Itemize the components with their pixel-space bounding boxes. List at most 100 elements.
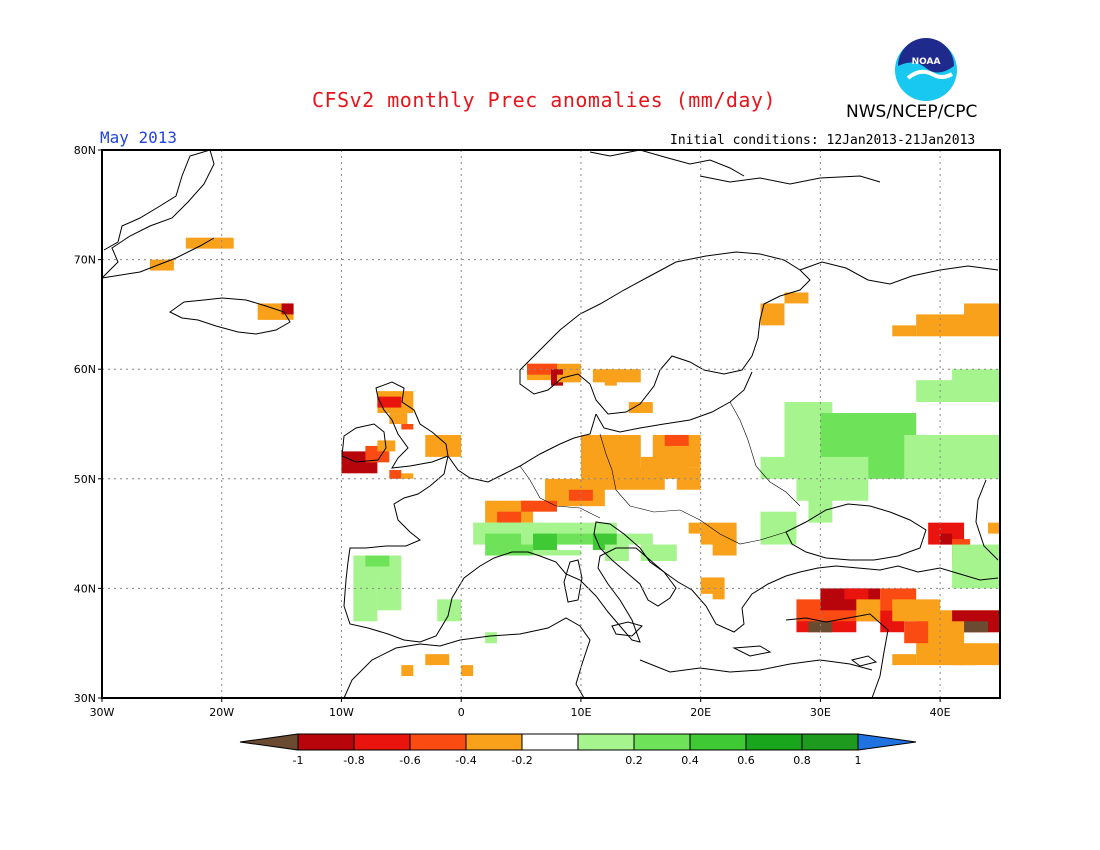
lon-label: 0 [458,706,465,719]
initial-conditions-label: Initial conditions: 12Jan2013-21Jan2013 [670,133,976,148]
lat-label: 50N [74,473,96,486]
anomaly-cell [760,303,785,326]
colorbar-tick-label: 0.4 [681,754,699,767]
colorbar-box [409,733,467,751]
anomaly-cell [664,434,689,446]
anomaly-cell [676,467,701,490]
anomaly-cell [616,533,653,545]
lat-label: 70N [74,254,96,267]
anomaly-cell [892,325,917,337]
anomaly-cell [964,621,989,633]
anomaly-cell [185,237,234,249]
anomaly-cell [377,396,402,408]
colorbar-box [745,733,803,751]
anomaly-cell [604,544,629,561]
anomaly-cell [425,434,462,457]
anomaly-cell [940,533,953,545]
anomaly-cell [952,654,977,666]
colorbar-box [353,733,411,751]
anomaly-cell [952,369,1000,392]
anomaly-cell [904,621,929,644]
forecast-month-label: May 2013 [100,128,178,147]
anomaly-cell [485,632,498,644]
anomaly-cell [712,588,725,600]
anomaly-cell [844,588,869,600]
anomaly-cell [461,665,474,677]
anomaly-cell [808,621,833,633]
svg-text:NOAA: NOAA [912,57,941,67]
anomaly-cell [425,654,450,666]
colorbar-box [633,733,691,751]
map-frame [101,149,1001,699]
anomaly-cell [760,511,797,545]
anomaly-cell [533,550,581,556]
lat-lon-grid [102,150,1000,698]
colorbar-left-arrow [239,733,299,751]
latitude-labels: 80N 70N 60N 50N 40N 30N [74,144,102,705]
colorbar-tick-label: 0.6 [737,754,755,767]
lon-label: 30E [810,706,831,719]
anomaly-cell [527,363,557,375]
colorbar-tick-label: -0.4 [455,754,476,767]
anomaly-cell [281,303,294,315]
chart-title: CFSv2 monthly Prec anomalies (mm/day) [312,88,777,112]
longitude-labels: 30W 20W 10W 0 10E 20E 30E 40E [90,698,951,719]
anomaly-cell [808,478,833,523]
anomaly-cell [401,473,414,479]
anomaly-cell [892,654,917,666]
lon-label: 10E [570,706,591,719]
lat-label: 40N [74,582,96,595]
anomaly-cell [688,522,701,534]
colorbar-tick-label: -0.2 [511,754,532,767]
anomaly-cell [964,303,1000,326]
anomaly-cell [556,533,605,545]
anomaly-cell [952,544,1000,589]
anomaly-cell [640,544,677,561]
organization-label: NWS/NCEP/CPC [846,102,978,122]
coastlines [101,149,999,699]
lon-label: 30W [90,706,115,719]
anomaly-cell [377,577,402,611]
anomaly-cell [784,292,809,304]
anomaly-cell [533,533,557,551]
lon-label: 20W [209,706,234,719]
colorbar-box [297,733,355,751]
colorbar-tick-label: -0.8 [343,754,364,767]
lat-label: 80N [74,144,96,157]
anomaly-cell [377,440,396,452]
lon-label: 40E [930,706,951,719]
colorbar-tick-label: -0.6 [399,754,420,767]
anomaly-cell [353,577,378,622]
colorbar-box [521,733,579,751]
anomaly-cell [389,470,402,479]
anomaly-cell [401,665,414,677]
anomaly-cell [365,555,390,567]
anomaly-cell [604,374,617,386]
colorbar-tick-label: -1 [293,754,304,767]
anomaly-cell [521,500,557,512]
anomaly-cell [149,259,174,271]
lon-label: 10W [329,706,354,719]
anomaly-cell [401,424,414,430]
anomaly-cell [556,374,581,383]
colorbar-tick-label: 1 [855,754,862,767]
colorbar-box [689,733,747,751]
colorbar-box [801,733,859,751]
anomaly-cell [628,402,653,414]
anomaly-cell [497,511,522,523]
lat-label: 30N [74,692,96,705]
anomaly-cell [389,413,408,424]
anomaly-cell [568,489,593,501]
colorbar-right-arrow [857,733,917,751]
lon-label: 20E [690,706,711,719]
colorbar-box [577,733,635,751]
colorbar-tick-label: 0.8 [793,754,811,767]
lat-label: 60N [74,363,96,376]
anomaly-cell [988,522,1000,534]
colorbar-tick-label: 0.2 [625,754,643,767]
anomaly-cell [904,434,1000,479]
colorbar-box [465,733,523,751]
noaa-logo: NOAA [895,38,957,101]
